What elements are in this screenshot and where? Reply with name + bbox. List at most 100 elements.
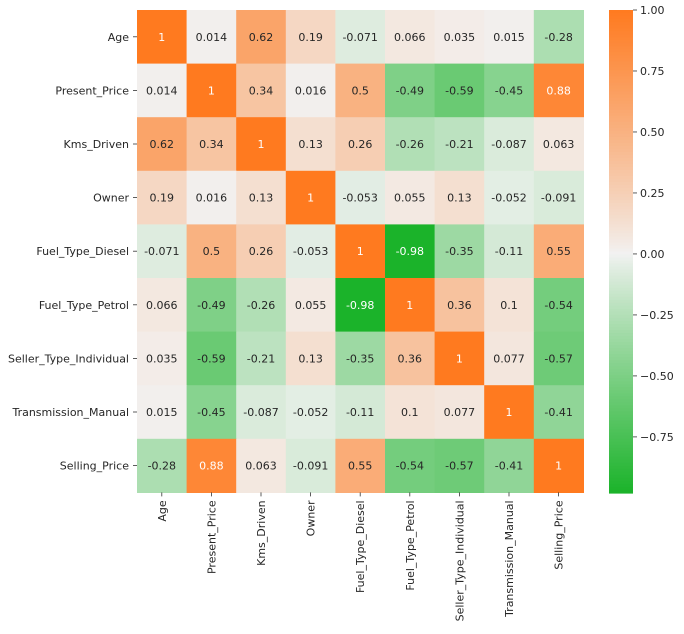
colorbar-segment	[609, 154, 633, 159]
colorbar-segment	[609, 64, 633, 68]
heatmap-cell	[137, 224, 188, 279]
colorbar-segment	[609, 157, 633, 162]
cell-value-label: 0.13	[298, 352, 323, 365]
colorbar-segment	[609, 287, 633, 292]
colorbar-segment	[609, 112, 633, 117]
colorbar-segment	[609, 130, 633, 135]
y-tick-label: Owner	[93, 192, 129, 205]
heatmap-cell	[186, 117, 237, 172]
heatmap-cell	[335, 278, 386, 333]
colorbar-segment	[609, 209, 633, 213]
heatmap-cell	[335, 63, 386, 118]
colorbar-segment	[609, 375, 633, 379]
cell-value-label: -0.54	[396, 460, 424, 473]
colorbar-segment	[609, 73, 633, 78]
colorbar-segment	[609, 462, 633, 467]
cell-value-label: 0.62	[249, 31, 274, 44]
colorbar-segment	[609, 468, 633, 473]
colorbar-segment	[609, 360, 633, 364]
colorbar-segment	[609, 31, 633, 35]
cell-value-label: -0.35	[346, 352, 374, 365]
colorbar-segment	[609, 124, 633, 129]
colorbar-segment	[609, 188, 633, 192]
colorbar-segment	[609, 405, 633, 410]
cell-value-label: 0.5	[351, 84, 369, 97]
colorbar-segment	[609, 28, 633, 32]
heatmap-cell	[335, 331, 386, 386]
x-tick-label: Kms_Driven	[255, 500, 268, 565]
x-tick-label: Owner	[305, 500, 318, 536]
cell-value-label: 1	[208, 84, 215, 97]
colorbar-segment	[609, 387, 633, 391]
colorbar-segment	[609, 489, 633, 494]
heatmap-cell	[186, 385, 237, 440]
colorbar-segment	[609, 224, 633, 228]
heatmap-cell	[484, 438, 535, 493]
colorbar-segment	[609, 323, 633, 328]
colorbar-segment	[609, 302, 633, 307]
colorbar-segment	[609, 453, 633, 458]
colorbar: 1.00 0.75 0.50 0.25 0.00 −0.25 −0.50 −0.75	[609, 4, 674, 494]
cell-value-label: -0.41	[544, 406, 572, 419]
colorbar-segment	[609, 444, 633, 449]
heatmap-cell	[533, 224, 584, 279]
colorbar-segment	[609, 408, 633, 413]
colorbar-segment	[609, 49, 633, 53]
colorbar-tick-label: −0.25	[640, 309, 674, 322]
colorbar-segment	[609, 384, 633, 388]
cell-value-label: -0.98	[396, 245, 424, 258]
heatmap-cell	[335, 224, 386, 279]
colorbar-segment	[609, 145, 633, 150]
colorbar-segment	[609, 245, 633, 250]
colorbar-segment	[609, 79, 633, 84]
cell-value-label: 0.13	[447, 192, 472, 205]
colorbar-segment	[609, 333, 633, 337]
x-tick-label: Seller_Type_Individual	[453, 500, 466, 621]
heatmap-cell	[484, 385, 535, 440]
heatmap-cell	[484, 10, 535, 65]
colorbar-segment	[609, 345, 633, 349]
heatmap-cell	[186, 331, 237, 386]
colorbar-segment	[609, 390, 633, 394]
heatmap-cell	[335, 438, 386, 493]
colorbar-segment	[609, 284, 633, 289]
colorbar-segment	[609, 115, 633, 120]
colorbar-segment	[609, 16, 633, 20]
heatmap-cell	[533, 385, 584, 440]
cell-value-label: 0.13	[249, 192, 274, 205]
colorbar-segment	[609, 215, 633, 219]
cell-value-label: 0.015	[146, 406, 178, 419]
colorbar-segment	[609, 94, 633, 99]
heatmap-cell	[533, 117, 584, 172]
colorbar-segment	[609, 411, 633, 416]
colorbar-segment	[609, 450, 633, 455]
heatmap-cell	[484, 170, 535, 225]
heatmap-cell	[484, 117, 535, 172]
cell-value-label: 0.36	[447, 299, 472, 312]
colorbar-segment	[609, 269, 633, 274]
colorbar-segment	[609, 173, 633, 177]
cell-value-label: -0.49	[396, 84, 424, 97]
heatmap-cell	[533, 331, 584, 386]
heatmap-cell	[434, 224, 485, 279]
y-tick-label: Seller_Type_Individual	[8, 352, 129, 365]
x-axis: Age Present_Price Kms_Driven Owner Fuel_Type…	[156, 492, 566, 621]
cell-value-label: -0.59	[197, 352, 225, 365]
cell-value-label: 0.016	[295, 84, 327, 97]
heatmap-cell	[335, 170, 386, 225]
colorbar-segment	[609, 163, 633, 168]
cell-value-label: 1	[456, 352, 463, 365]
colorbar-segment	[609, 233, 633, 238]
colorbar-segment	[609, 22, 633, 26]
colorbar-segment	[609, 423, 633, 428]
y-tick-label: Age	[108, 31, 130, 44]
heatmap-cell	[484, 331, 535, 386]
colorbar-segment	[609, 25, 633, 29]
colorbar-segment	[609, 336, 633, 340]
cell-value-label: 0.063	[543, 138, 575, 151]
heatmap-cell	[434, 331, 485, 386]
colorbar-segment	[609, 58, 633, 62]
cell-value-label: -0.45	[495, 84, 523, 97]
colorbar-segment	[609, 329, 633, 334]
y-tick-label: Fuel_Type_Petrol	[39, 299, 129, 312]
